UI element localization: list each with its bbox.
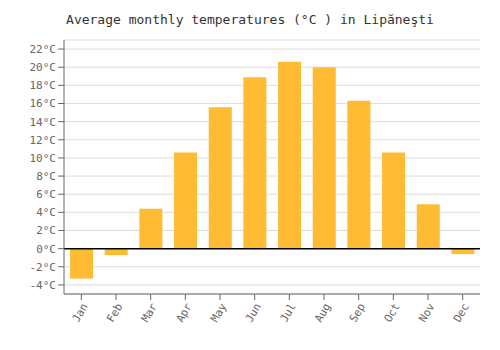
svg-text:Mar: Mar (139, 301, 160, 325)
svg-text:-4°C: -4°C (30, 279, 57, 292)
svg-text:Aug: Aug (312, 301, 333, 325)
svg-text:22°C: 22°C (30, 43, 57, 56)
svg-text:6°C: 6°C (36, 188, 56, 201)
svg-text:14°C: 14°C (30, 116, 57, 129)
svg-text:4°C: 4°C (36, 206, 56, 219)
svg-text:Jan: Jan (69, 301, 90, 325)
svg-text:Feb: Feb (104, 301, 125, 325)
svg-text:Sep: Sep (347, 301, 368, 325)
html-text:Average monthly temperatures (: Average monthly temperatures (°C ) in Li… (66, 12, 434, 27)
svg-text:10°C: 10°C (30, 152, 57, 165)
svg-text:Jun: Jun (243, 301, 264, 325)
svg-text:0°C: 0°C (36, 243, 56, 256)
svg-text:2°C: 2°C (36, 224, 56, 237)
svg-text:Dec: Dec (451, 301, 472, 325)
svg-text:Jul: Jul (277, 301, 298, 325)
svg-text:Oct: Oct (381, 301, 402, 325)
svg-text:20°C: 20°C (30, 61, 57, 74)
svg-text:-2°C: -2°C (30, 261, 57, 274)
svg-text:18°C: 18°C (30, 79, 57, 92)
svg-text:May: May (208, 301, 229, 325)
svg-text:8°C: 8°C (36, 170, 56, 183)
svg-text:16°C: 16°C (30, 97, 57, 110)
svg-text:Nov: Nov (416, 301, 437, 325)
svg-text:Apr: Apr (173, 301, 194, 325)
svg-text:12°C: 12°C (30, 134, 57, 147)
